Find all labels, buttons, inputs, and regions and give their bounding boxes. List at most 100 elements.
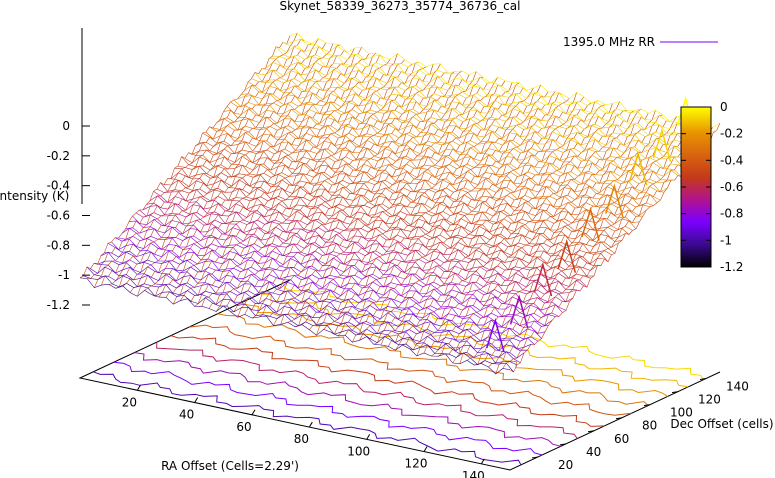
mesh-line-dec xyxy=(156,188,588,288)
mesh-line-ra xyxy=(237,72,448,318)
mesh-line-ra xyxy=(416,110,627,357)
mesh-line-dec xyxy=(240,93,672,183)
colorbar-tick-label: 0 xyxy=(720,100,728,114)
legend: 1395.0 MHz RR xyxy=(563,35,718,49)
mesh-line-ra xyxy=(172,54,384,305)
mesh-line-dec xyxy=(135,212,567,311)
colorbar-tick-label: -1.2 xyxy=(720,260,743,274)
y-tick-label: 20 xyxy=(558,458,573,472)
contour-line xyxy=(170,335,605,427)
x-tick-mark xyxy=(308,421,313,428)
mesh-line-dec xyxy=(184,156,616,254)
mesh-line-dec xyxy=(275,46,707,145)
surface-spike xyxy=(533,262,553,297)
mesh-line-dec xyxy=(97,260,528,352)
mesh-line-dec xyxy=(286,38,717,133)
mesh-line-dec xyxy=(258,69,689,167)
x-axis-ticks: 20 40 60 80 100 120 140 xyxy=(122,385,485,478)
mesh-line-dec xyxy=(118,235,549,327)
x-tick-mark xyxy=(251,409,256,416)
z-tick-label: -0.4 xyxy=(47,179,70,193)
mesh-line-dec xyxy=(125,227,556,319)
y-tick-label: 60 xyxy=(614,432,629,446)
mesh-line-dec xyxy=(177,165,609,262)
mesh-line-dec xyxy=(212,125,644,217)
mesh-line-dec xyxy=(205,131,637,230)
y-tick-label: 40 xyxy=(586,445,601,459)
mesh-line-dec xyxy=(219,117,651,208)
colorbar: 0 -0.2 -0.4 -0.6 -0.8 -1 -1.2 xyxy=(680,100,743,274)
mesh-line-dec xyxy=(181,156,612,255)
mesh-line-dec xyxy=(160,182,591,279)
mesh-line-ra xyxy=(165,52,377,298)
legend-label: 1395.0 MHz RR xyxy=(563,35,655,49)
colorbar-tick-label: -0.4 xyxy=(720,153,743,167)
mesh-line-dec xyxy=(223,109,654,206)
colorbar-tick-label: -1 xyxy=(720,233,732,247)
contour-line xyxy=(259,293,689,388)
mesh-line-dec xyxy=(128,220,560,317)
y-tick-mark xyxy=(531,456,539,459)
mesh-line-dec xyxy=(146,202,577,294)
mesh-line-dec xyxy=(202,132,633,231)
surface-spike xyxy=(557,238,577,273)
contour-line xyxy=(240,302,668,397)
y-axis-label: Dec Offset (cells) xyxy=(670,417,773,431)
mesh-line-dec xyxy=(167,178,598,271)
mesh-line-dec xyxy=(195,142,626,239)
z-tick-label: -1 xyxy=(58,268,70,282)
mesh-line-dec xyxy=(198,141,630,235)
z-axis: 0 -0.2 -0.4 -0.6 -0.8 -1 -1.2 xyxy=(47,28,90,312)
mesh-line-dec xyxy=(86,266,518,366)
mesh-line-dec xyxy=(100,251,532,350)
y-tick-mark xyxy=(643,404,651,407)
mesh-line-ra xyxy=(488,120,699,368)
y-tick-label: 100 xyxy=(670,406,693,420)
surface-spike xyxy=(652,127,672,162)
mesh-line-dec xyxy=(188,152,619,248)
mesh-line-dec xyxy=(104,251,535,345)
x-tick-mark xyxy=(136,385,141,391)
mesh-line-ra xyxy=(366,92,577,340)
mesh-line-dec xyxy=(163,179,595,277)
surface-spike xyxy=(605,183,624,218)
mesh-line-dec xyxy=(121,227,553,326)
mesh-line-dec xyxy=(83,275,514,373)
mesh-line-dec xyxy=(209,126,640,224)
x-tick-mark xyxy=(480,458,485,465)
mesh-line-dec xyxy=(142,205,574,303)
x-tick-label: 20 xyxy=(122,395,137,409)
mesh-line-dec xyxy=(216,118,647,216)
z-tick-label: -1.2 xyxy=(47,298,70,312)
mesh-line-dec xyxy=(233,99,665,193)
base-plane-edge xyxy=(78,279,721,471)
y-tick-label: 140 xyxy=(726,380,749,394)
mesh-line-dec xyxy=(90,266,521,363)
mesh-line-dec xyxy=(191,149,623,242)
x-tick-label: 120 xyxy=(405,457,428,471)
mesh-line-dec xyxy=(265,62,696,157)
mesh-line-dec xyxy=(226,106,658,203)
x-tick-label: 80 xyxy=(294,432,309,446)
colorbar-tick-label: -0.2 xyxy=(720,127,743,141)
surface-spike xyxy=(509,294,529,329)
chart-title: Skynet_58339_36273_35774_36736_cal xyxy=(280,0,521,13)
mesh-line-dec xyxy=(268,58,700,154)
mesh-line-dec xyxy=(230,101,661,201)
mesh-line-ra xyxy=(79,35,291,279)
z-axis-label: Intensity (K) xyxy=(0,189,69,203)
contour-lines xyxy=(93,283,705,466)
contour-line xyxy=(156,342,578,439)
mesh-line-dec xyxy=(114,237,546,334)
z-tick-label: -0.6 xyxy=(47,209,70,223)
mesh-line-dec xyxy=(170,172,602,267)
mesh-line-dec xyxy=(111,241,542,339)
mesh-line-dec xyxy=(254,72,686,169)
z-tick-label: -0.2 xyxy=(47,149,70,163)
base-plane xyxy=(78,279,721,471)
mesh-line-dec xyxy=(153,191,584,287)
x-axis-label: RA Offset (Cells=2.29') xyxy=(161,459,299,473)
mesh-line-ra xyxy=(230,63,441,313)
z-tick-label: 0 xyxy=(62,119,70,133)
mesh-line-dec xyxy=(79,277,511,375)
